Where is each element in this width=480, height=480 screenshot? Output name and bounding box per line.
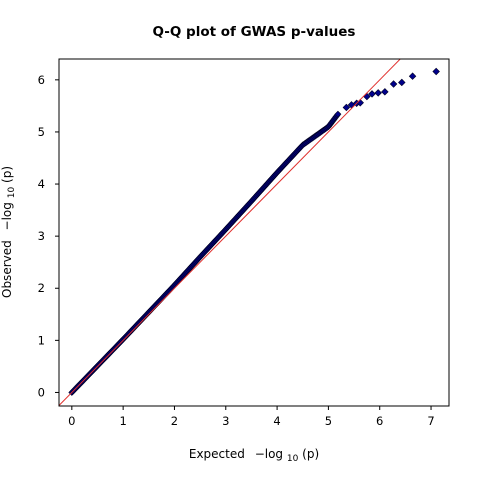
x-axis-label-arg: (p) <box>302 447 319 461</box>
y-tick-label: 6 <box>38 73 45 87</box>
x-tick-label: 6 <box>376 414 383 428</box>
y-tick-label: 1 <box>38 333 45 347</box>
x-axis-label-prefix: Expected <box>189 447 245 461</box>
x-tick-label: 2 <box>171 414 178 428</box>
y-axis-label: Observed −log 10 (p) <box>0 166 17 298</box>
data-point <box>381 88 389 96</box>
reference-line <box>59 59 401 406</box>
points-layer <box>68 67 440 396</box>
x-axis-label: Expected −log 10 (p) <box>189 447 319 464</box>
y-tick-label: 5 <box>38 125 45 139</box>
data-point <box>432 67 440 76</box>
x-tick-label: 4 <box>273 414 280 428</box>
y-tick-label: 3 <box>38 229 45 243</box>
x-axis-label-sub: 10 <box>287 454 299 464</box>
plot-area <box>59 59 440 406</box>
y-tick-label: 0 <box>38 385 45 399</box>
x-axis-ticks: 0 1 2 3 4 5 6 7 <box>68 406 435 428</box>
data-point <box>389 80 398 88</box>
x-tick-label: 3 <box>222 414 229 428</box>
x-tick-label: 0 <box>68 414 75 428</box>
data-point <box>342 103 351 112</box>
y-axis-label-prefix: Observed <box>0 240 14 298</box>
x-tick-label: 7 <box>427 414 434 428</box>
data-point <box>398 78 406 87</box>
y-tick-label: 4 <box>38 177 45 191</box>
x-tick-label: 1 <box>119 414 126 428</box>
data-point <box>408 72 417 80</box>
x-axis-label-neg: −log <box>255 447 283 461</box>
plot-frame <box>58 58 450 407</box>
y-axis-ticks: 0 1 2 3 4 5 6 <box>38 73 59 399</box>
chart-title: Q-Q plot of GWAS p-values <box>153 24 356 40</box>
y-axis-label-arg: (p) <box>0 166 14 183</box>
data-point <box>334 110 342 118</box>
y-tick-label: 2 <box>38 281 45 295</box>
x-tick-label: 5 <box>325 414 332 428</box>
y-axis-label-neg: −log <box>0 202 14 230</box>
y-axis-label-sub: 10 <box>7 187 17 199</box>
data-point <box>368 90 376 98</box>
data-point <box>374 89 382 97</box>
